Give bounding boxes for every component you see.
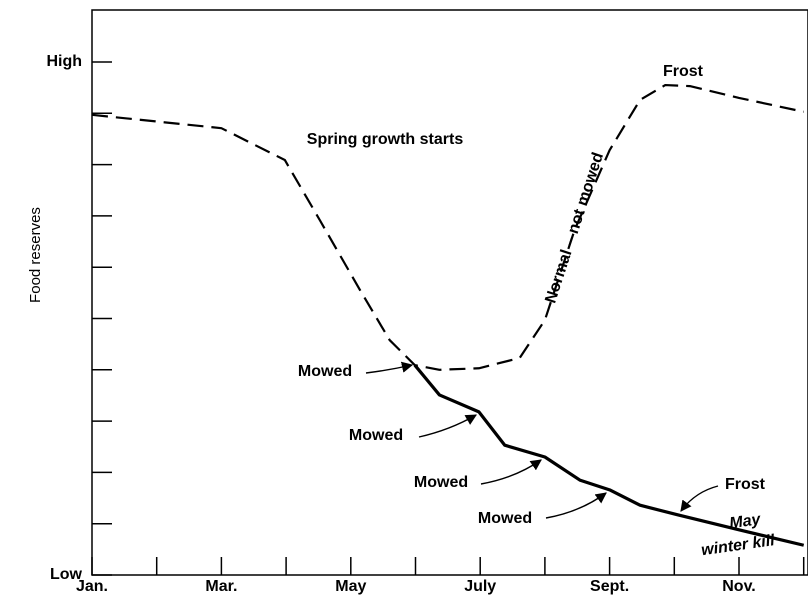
arrow <box>418 414 477 438</box>
line-series <box>91 83 804 371</box>
annotation: Spring growth starts <box>307 131 464 148</box>
annotation: Mowed <box>349 427 403 444</box>
y-tick-label: Low <box>50 566 83 583</box>
x-tick-label: Mar. <box>205 578 237 595</box>
arrow <box>680 485 719 512</box>
annotation: Mowed <box>298 363 352 380</box>
annotation: May <box>728 511 762 532</box>
line-series <box>413 364 805 547</box>
y-axis-label: Food reserves <box>27 207 44 303</box>
arrow <box>365 361 414 374</box>
x-tick-label: May <box>335 578 366 595</box>
x-tick-label: Jan. <box>76 578 108 595</box>
annotation: Mowed <box>478 510 532 527</box>
plot-frame <box>91 9 808 576</box>
arrow <box>480 459 542 485</box>
annotation: Mowed <box>414 474 468 491</box>
x-tick-label: Sept. <box>590 578 629 595</box>
annotation: Frost <box>663 63 704 80</box>
x-tick-label: July <box>464 578 496 595</box>
y-tick-label: High <box>46 53 82 70</box>
annotation: Normal – not mowed <box>542 150 607 305</box>
arrow <box>545 492 607 519</box>
x-tick-label: Nov. <box>722 578 755 595</box>
annotation: Frost <box>725 476 766 493</box>
